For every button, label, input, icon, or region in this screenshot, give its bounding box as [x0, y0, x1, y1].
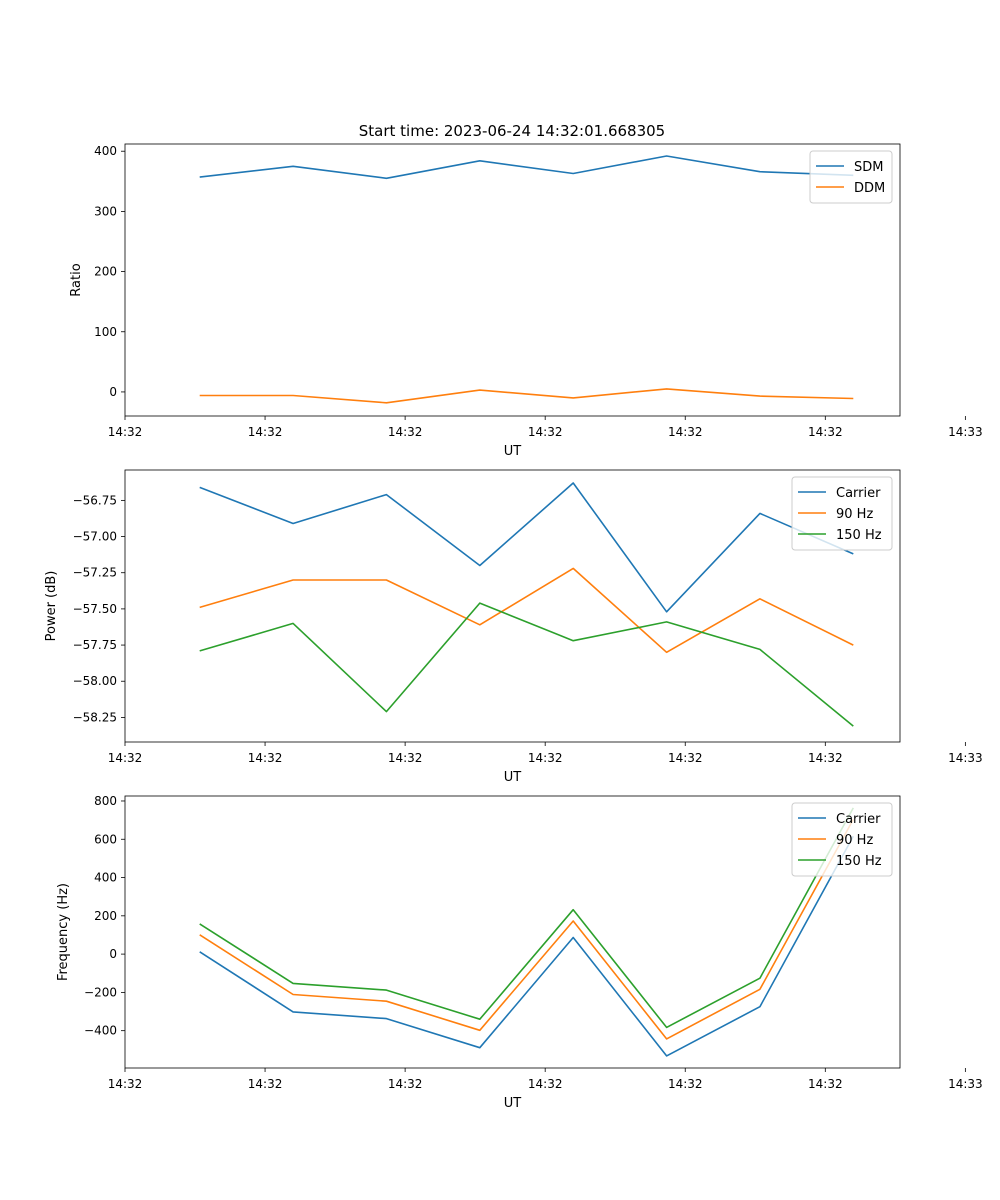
x-tick-label: 14:32: [108, 425, 143, 439]
y-axis-label: Ratio: [69, 263, 84, 296]
legend-label: SDM: [854, 160, 883, 175]
x-tick-label: 14:32: [808, 1077, 843, 1091]
series-line-sdm: [199, 155, 854, 180]
x-tick-label: 14:32: [108, 1077, 143, 1091]
y-axis-label: Frequency (Hz): [56, 883, 71, 981]
legend: Carrier 90 Hz 150 Hz: [791, 802, 893, 877]
y-tick-label: −200: [84, 985, 117, 999]
x-tick-label: 14:32: [668, 425, 703, 439]
x-tick-label: 14:32: [248, 751, 283, 765]
legend-label: 150 Hz: [836, 854, 882, 869]
x-tick-label: 14:32: [808, 751, 843, 765]
y-tick-label: 0: [109, 947, 117, 961]
x-tick-label: 14:33: [948, 751, 983, 765]
y-tick-label: −57.50: [73, 602, 117, 616]
x-tick-label: 14:32: [808, 425, 843, 439]
series-line-90-hz: [199, 567, 854, 654]
legend-label: Carrier: [836, 486, 881, 501]
y-tick-label: 600: [94, 832, 117, 846]
y-tick-label: 0: [109, 385, 117, 399]
series-line-ddm: [199, 388, 854, 404]
x-axis-label: UT: [504, 444, 522, 459]
legend-box: [791, 802, 893, 877]
panel-ratio: 14:32 14:32 14:32 14:32 14:32 14:32 14:33 0 100 2…: [69, 143, 983, 459]
y-tick-label: −57.00: [73, 530, 117, 544]
x-tick-label: 14:32: [668, 1077, 703, 1091]
series-line-90-hz: [199, 819, 855, 1040]
y-tick-label: 100: [94, 325, 117, 339]
series-line-150-hz: [199, 602, 854, 727]
x-tick-label: 14:32: [108, 751, 143, 765]
y-tick-label: −58.00: [73, 674, 117, 688]
y-tick-label: −58.25: [73, 710, 117, 724]
panel-power: 14:32 14:32 14:32 14:32 14:32 14:32 14:33 −58.2…: [44, 469, 983, 785]
x-tick-label: 14:32: [388, 1077, 423, 1091]
x-tick-label: 14:32: [528, 425, 563, 439]
legend-label: 150 Hz: [836, 528, 882, 543]
x-tick-label: 14:32: [248, 425, 283, 439]
legend: SDM DDM: [809, 150, 893, 204]
x-tick-label: 14:32: [388, 751, 423, 765]
y-tick-label: 300: [94, 204, 117, 218]
x-tick-label: 14:33: [948, 1077, 983, 1091]
panel-frequency: 14:32 14:32 14:32 14:32 14:32 14:32 14:33 −400 −…: [56, 794, 983, 1111]
y-tick-label: −400: [84, 1024, 117, 1038]
x-tick-label: 14:32: [528, 1077, 563, 1091]
legend-box: [809, 150, 893, 204]
legend-label: DDM: [854, 181, 885, 196]
y-axis-label: Power (dB): [44, 571, 59, 642]
y-tick-label: 400: [94, 871, 117, 885]
x-axis-label: UT: [504, 1096, 522, 1111]
series-line-carrier: [199, 835, 855, 1057]
x-axis-label: UT: [504, 770, 522, 785]
legend-box: [791, 476, 893, 551]
y-tick-label: 400: [94, 144, 117, 158]
legend-label: Carrier: [836, 812, 881, 827]
figure-title: Start time: 2023-06-24 14:32:01.668305: [359, 122, 665, 140]
plot-frame-power: [124, 469, 901, 743]
y-tick-label: 800: [94, 794, 117, 808]
x-tick-label: 14:32: [668, 751, 703, 765]
legend-label: 90 Hz: [836, 507, 873, 522]
series-line-carrier: [199, 482, 854, 613]
y-tick-label: 200: [94, 265, 117, 279]
series-line-150-hz: [199, 807, 855, 1029]
x-tick-label: 14:32: [528, 751, 563, 765]
y-tick-label: −57.75: [73, 638, 117, 652]
plot-frame-ratio: [124, 143, 901, 417]
plot-frame-frequency: [124, 795, 901, 1069]
legend-label: 90 Hz: [836, 833, 873, 848]
y-tick-label: 200: [94, 909, 117, 923]
y-tick-label: −57.25: [73, 566, 117, 580]
y-tick-label: −56.75: [73, 493, 117, 507]
x-tick-label: 14:32: [248, 1077, 283, 1091]
x-tick-label: 14:33: [948, 425, 983, 439]
x-tick-label: 14:32: [388, 425, 423, 439]
legend: Carrier 90 Hz 150 Hz: [791, 476, 893, 551]
